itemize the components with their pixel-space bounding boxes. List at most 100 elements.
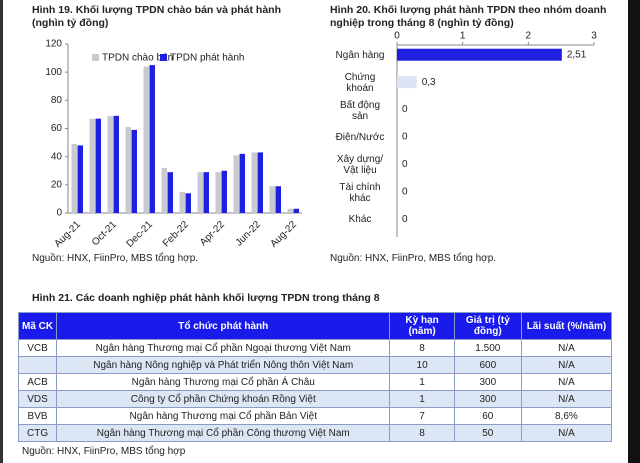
table-cell: N/A: [520, 373, 613, 391]
table-row: VCB Ngân hàng Thương mại Cổ phần Ngoại th…: [17, 339, 613, 357]
bar: [89, 118, 95, 213]
table-cell: 1.500: [453, 339, 522, 357]
table-cell: ACB: [17, 373, 58, 391]
bar: [95, 118, 101, 213]
bar: [397, 48, 562, 61]
table-cell: [17, 356, 58, 374]
y-tick-label: Điện/Nước: [335, 132, 385, 143]
table-cell: 10: [389, 356, 455, 374]
table-cell: Ngân hàng Thương mại Cổ phần Á Châu: [56, 373, 391, 391]
table-cell: 300: [453, 390, 522, 408]
table-cell: 7: [389, 407, 455, 425]
bar: [397, 76, 417, 89]
bar: [197, 172, 203, 213]
y-tick-label: Bất động sản: [339, 99, 381, 122]
y-tick-label: Ngân hàng: [335, 49, 385, 61]
legend-swatch: [160, 54, 167, 61]
bar: [287, 208, 293, 213]
bar: [77, 145, 83, 213]
y-tick-label: 60: [51, 123, 63, 134]
table-cell: BVB: [17, 407, 58, 425]
bar: [251, 152, 257, 213]
source: Nguồn: HNX, FiinPro, MBS tổng hợp: [22, 446, 186, 457]
table-cell: VCB: [17, 339, 58, 357]
bar: [125, 127, 131, 213]
bar: [269, 186, 275, 213]
x-tick-label: 2: [526, 31, 532, 42]
value-label: 0: [402, 104, 408, 115]
y-tick-label: Khác: [348, 214, 372, 226]
header-cell: Giá trị (tỷ đồng): [453, 312, 522, 340]
chart-title: Hình 20. Khối lượng phát hành TPDN theo …: [330, 4, 607, 29]
header-cell: Kỳ hạn (năm): [389, 312, 455, 340]
table-cell: 1: [389, 390, 455, 408]
x-tick-label: Feb-22: [161, 219, 191, 249]
y-tick-label: 100: [45, 67, 62, 78]
y-tick-label: 0: [56, 208, 62, 219]
bar: [113, 115, 119, 213]
x-tick-label: Oct-21: [90, 219, 119, 248]
table: Mã CK Tổ chức phát hành Kỳ hạn (năm) Giá tr…: [17, 312, 613, 442]
y-tick-label: Tài chính khác: [339, 181, 381, 204]
x-tick-label: Jun-22: [234, 219, 264, 249]
bar: [131, 129, 137, 213]
table-row: BVB Ngân hàng Thương mại Cổ phần Bản Việt…: [17, 407, 613, 425]
table-cell: Công ty Cổ phần Chứng khoán Rồng Việt: [56, 390, 391, 408]
y-tick-label: 40: [51, 151, 63, 162]
bar: [149, 65, 155, 213]
table-row: Ngân hàng Nông nghiệp và Phát triển Nông…: [17, 356, 613, 374]
table-cell: 60: [453, 407, 522, 425]
bar: [167, 172, 173, 213]
legend-swatch: [92, 54, 99, 61]
table-cell: 8,6%: [520, 407, 613, 425]
bar: [107, 115, 113, 213]
bar: [257, 152, 263, 213]
bar: [161, 167, 167, 213]
table-cell: N/A: [520, 390, 613, 408]
bar: [179, 191, 185, 213]
x-tick-label: 0: [394, 31, 400, 42]
table-cell: Ngân hàng Thương mại Cổ phần Bản Việt: [56, 407, 391, 425]
bar: [143, 66, 149, 214]
table-cell: N/A: [520, 424, 613, 442]
bar: [239, 153, 245, 213]
table-cell: 8: [389, 424, 455, 442]
table-title: Hình 21. Các doanh nghiệp phát hành khối…: [32, 292, 380, 304]
table-cell: Ngân hàng Thương mại Cổ phần Công thương…: [56, 424, 391, 442]
y-tick-label: Xây dựng/ Vật liệu: [336, 154, 384, 177]
table-row: VDS Công ty Cổ phần Chứng khoán Rồng Việt…: [17, 390, 613, 408]
x-tick-label: 3: [591, 31, 597, 42]
value-label: 0: [402, 186, 408, 197]
bar: [293, 208, 299, 213]
value-label: 2,51: [567, 49, 587, 60]
y-tick-label: 20: [51, 179, 63, 190]
header-row: Mã CK Tổ chức phát hành Kỳ hạn (năm) Giá tr…: [17, 312, 613, 340]
value-label: 0: [402, 214, 408, 225]
table-row: ACB Ngân hàng Thương mại Cổ phần Á Châu 1 3…: [17, 373, 613, 391]
y-tick-label: 120: [45, 39, 62, 50]
bar: [215, 172, 221, 213]
edge: [628, 0, 640, 463]
x-tick-label: Aug-21: [52, 219, 83, 250]
table-cell: 50: [453, 424, 522, 442]
table-cell: 300: [453, 373, 522, 391]
table-cell: 1: [389, 373, 455, 391]
header-cell: Mã CK: [17, 312, 58, 340]
table-row: CTG Ngân hàng Thương mại Cổ phần Công thư…: [17, 424, 613, 442]
value-label: 0: [402, 159, 408, 170]
x-tick-label: 1: [460, 31, 466, 42]
x-tick-label: Apr-22: [198, 219, 227, 248]
header-cell: Tổ chức phát hành: [56, 312, 391, 340]
x-tick-label: Dec-21: [124, 219, 155, 250]
bar: [71, 143, 77, 213]
source: Nguồn: HNX, FiinPro, MBS tổng hợp.: [330, 253, 497, 264]
header-cell: Lãi suất (%/năm): [520, 312, 613, 340]
bar: [275, 186, 281, 213]
edge: [0, 0, 3, 463]
table-cell: N/A: [520, 356, 613, 374]
source: Nguồn: HNX, FiinPro, MBS tổng hợp.: [32, 253, 199, 264]
legend-label: TPDN phát hành: [170, 53, 245, 64]
bar: [221, 170, 227, 213]
